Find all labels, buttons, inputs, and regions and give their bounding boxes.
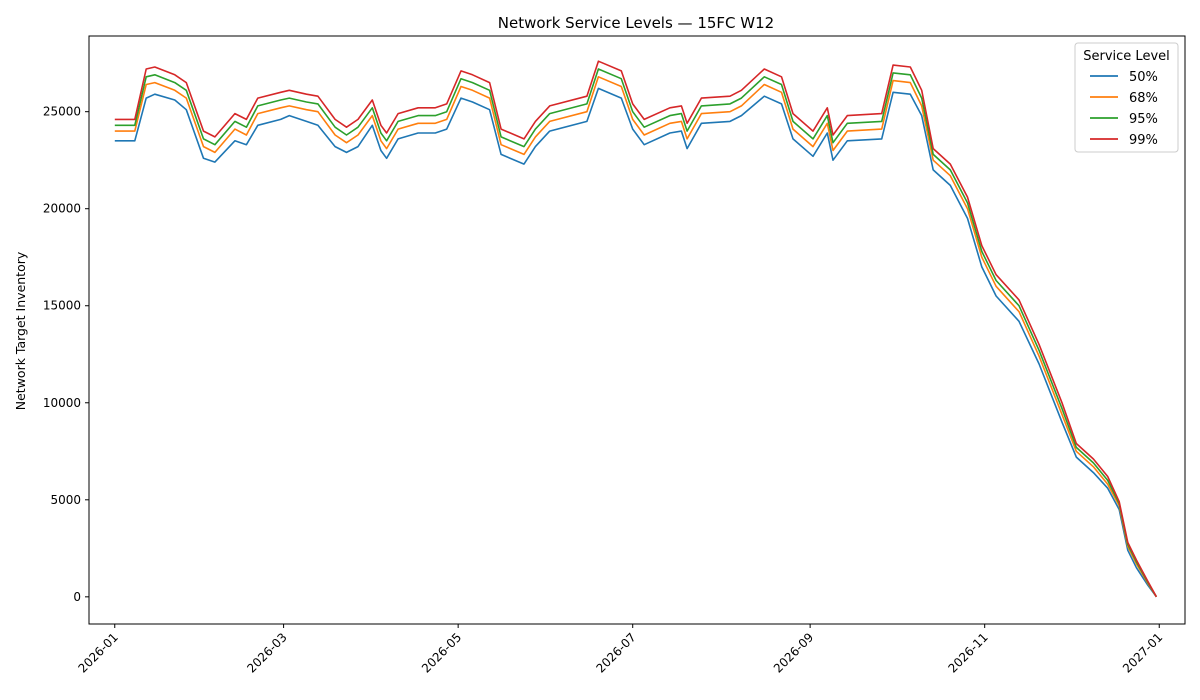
x-tick-label: 2026-01 — [76, 630, 121, 675]
x-tick-label: 2026-07 — [593, 630, 638, 675]
x-tick-label: 2027-01 — [1120, 630, 1165, 675]
chart-title: Network Service Levels — 15FC W12 — [498, 14, 774, 32]
plot-lines — [114, 60, 1158, 598]
legend-entry-label: 95% — [1129, 112, 1158, 127]
series-line-95pct — [114, 68, 1158, 598]
x-tick-label: 2026-03 — [244, 630, 289, 675]
legend-entry-label: 99% — [1129, 133, 1158, 148]
legend-title: Service Level — [1083, 49, 1170, 64]
plot-area-frame — [88, 35, 1186, 625]
y-axis-label: Network Target Inventory — [13, 251, 28, 410]
y-tick-label: 15000 — [43, 299, 81, 313]
series-line-68pct — [114, 76, 1158, 598]
series-line-50pct — [114, 87, 1158, 598]
x-axis: 2026-01 2026-03 2026-05 2026-07 2026-09 2026-… — [76, 624, 1165, 676]
y-axis: 0 5000 10000 15000 20000 25000 — [43, 105, 89, 604]
legend-box — [1074, 42, 1179, 153]
legend-entry-label: 68% — [1129, 91, 1158, 106]
legend-entry-label: 50% — [1129, 70, 1158, 85]
x-tick-label: 2026-11 — [945, 630, 990, 675]
y-tick-label: 25000 — [43, 105, 81, 119]
x-tick-label: 2026-09 — [771, 630, 816, 675]
series-line-99pct — [114, 60, 1158, 598]
legend: Service Level 50% 68% 95% 99% — [1074, 42, 1179, 153]
y-tick-label: 10000 — [43, 396, 81, 410]
y-tick-label: 20000 — [43, 202, 81, 216]
x-tick-label: 2026-05 — [419, 630, 464, 675]
y-tick-label: 5000 — [50, 493, 81, 507]
y-tick-label: 0 — [73, 590, 81, 604]
